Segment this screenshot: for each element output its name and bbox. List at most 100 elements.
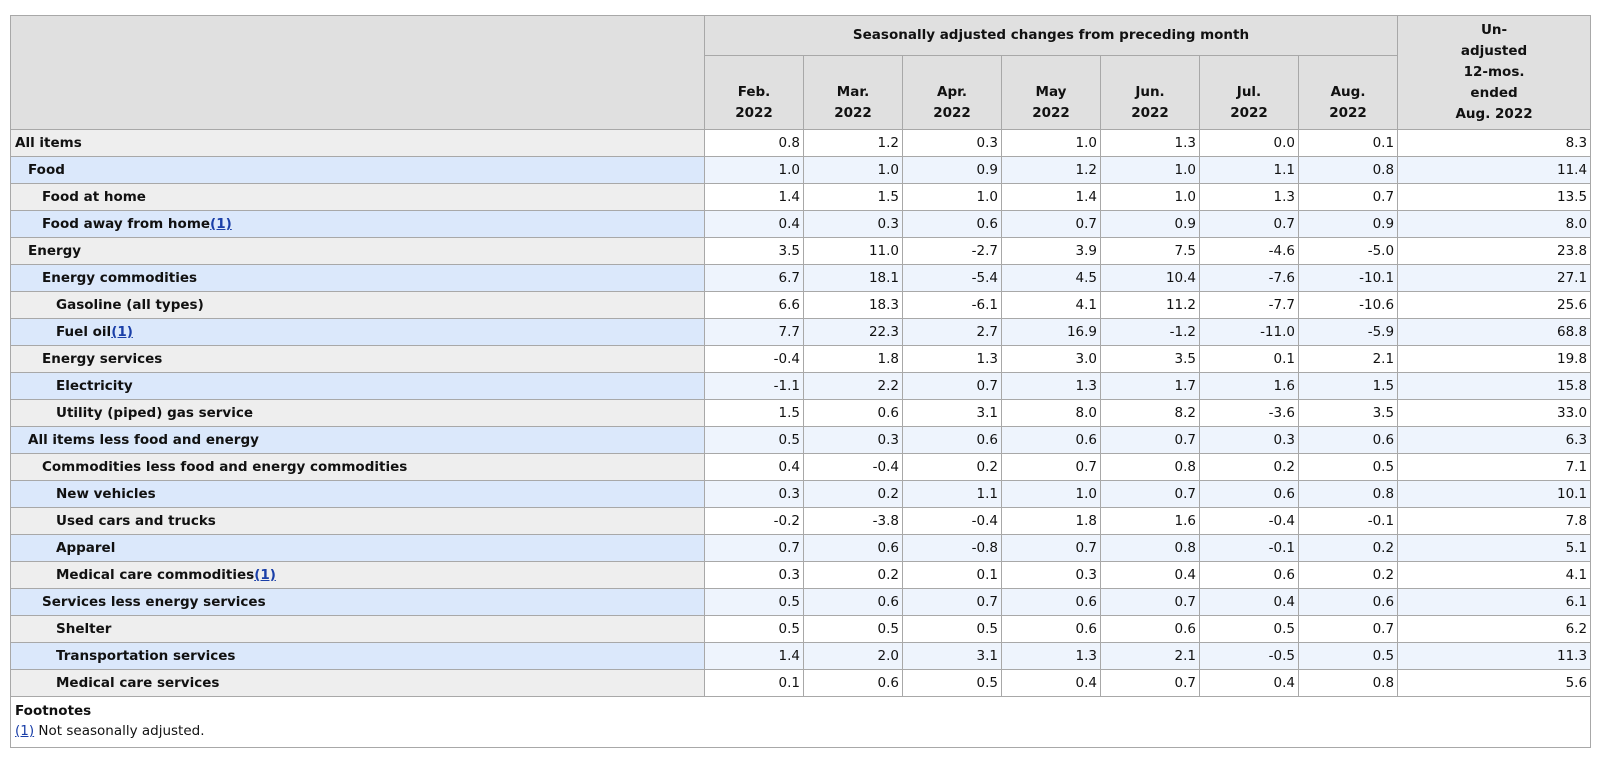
monthly-change-value: 0.2 bbox=[1199, 453, 1299, 481]
monthly-change-value: 11.2 bbox=[1100, 291, 1200, 319]
monthly-change-value: 0.2 bbox=[902, 453, 1002, 481]
monthly-change-value: -5.4 bbox=[902, 264, 1002, 292]
monthly-change-value: 1.0 bbox=[803, 156, 903, 184]
monthly-change-value: -1.1 bbox=[704, 372, 804, 400]
monthly-change-value: 0.6 bbox=[1001, 426, 1101, 454]
monthly-change-value: 0.8 bbox=[1297, 156, 1399, 184]
row-label: Food at home bbox=[42, 189, 146, 205]
row-label-cell: Transportation services bbox=[10, 642, 705, 670]
footnote-link[interactable]: (1) bbox=[111, 324, 133, 340]
footnote-link[interactable]: (1) bbox=[254, 567, 276, 583]
monthly-change-value: 18.3 bbox=[803, 291, 903, 319]
monthly-change-value: -0.8 bbox=[902, 534, 1002, 562]
monthly-change-value: 0.7 bbox=[902, 588, 1002, 616]
monthly-change-value: 0.2 bbox=[803, 561, 903, 589]
monthly-change-value: 0.6 bbox=[902, 426, 1002, 454]
monthly-change-value: 0.6 bbox=[1199, 480, 1299, 508]
monthly-change-value: 2.1 bbox=[1100, 642, 1200, 670]
header-corner-cell bbox=[10, 15, 705, 130]
monthly-change-value: 0.5 bbox=[803, 615, 903, 643]
table-row: Fuel oil(1) 7.7 22.3 2.7 16.9 -1.2 -11.0 -5.9 68… bbox=[10, 318, 1592, 346]
monthly-change-value: 0.9 bbox=[1297, 210, 1399, 238]
unadjusted-12-month-value: 5.6 bbox=[1397, 669, 1592, 697]
row-label: Electricity bbox=[56, 378, 133, 394]
footnote-marker-link[interactable]: (1) bbox=[15, 723, 35, 739]
unadjusted-header-line: adjusted bbox=[1460, 43, 1528, 59]
unadjusted-12-month-value: 11.4 bbox=[1397, 156, 1592, 184]
month-header-year: 2022 bbox=[933, 105, 971, 121]
unadjusted-12-month-value: 23.8 bbox=[1397, 237, 1592, 265]
monthly-change-value: 0.4 bbox=[1199, 588, 1299, 616]
monthly-change-value: 1.2 bbox=[803, 129, 903, 157]
monthly-change-value: -0.5 bbox=[1199, 642, 1299, 670]
month-header-year: 2022 bbox=[735, 105, 773, 121]
row-label: Energy services bbox=[42, 351, 163, 367]
monthly-change-value: 1.3 bbox=[1199, 183, 1299, 211]
monthly-change-value: 2.2 bbox=[803, 372, 903, 400]
table-row: Apparel 0.7 0.6 -0.8 0.7 0.8 -0.1 0.2 5.1 bbox=[10, 534, 1592, 562]
row-label: Utility (piped) gas service bbox=[56, 405, 254, 421]
monthly-change-value: -11.0 bbox=[1199, 318, 1299, 346]
monthly-change-value: 1.0 bbox=[1001, 129, 1101, 157]
monthly-change-value: 1.3 bbox=[1001, 642, 1101, 670]
footnote-link[interactable]: (1) bbox=[210, 216, 232, 232]
monthly-change-value: -0.4 bbox=[704, 345, 804, 373]
monthly-change-value: -1.2 bbox=[1100, 318, 1200, 346]
row-label-cell: Medical care services bbox=[10, 669, 705, 697]
monthly-change-value: 0.5 bbox=[902, 669, 1002, 697]
monthly-change-value: 0.4 bbox=[704, 453, 804, 481]
table-row: All items 0.8 1.2 0.3 1.0 1.3 0.0 0.1 8.3 bbox=[10, 129, 1592, 157]
unadjusted-12-month-value: 27.1 bbox=[1397, 264, 1592, 292]
monthly-change-value: 1.5 bbox=[1297, 372, 1399, 400]
monthly-change-value: 0.3 bbox=[704, 480, 804, 508]
month-header-month: Feb. bbox=[737, 84, 771, 100]
row-label: Energy bbox=[28, 243, 82, 259]
table-row: Food 1.0 1.0 0.9 1.2 1.0 1.1 0.8 11.4 bbox=[10, 156, 1592, 184]
month-header: Jul. 2022 bbox=[1199, 55, 1299, 130]
monthly-change-value: 2.0 bbox=[803, 642, 903, 670]
unadjusted-12-month-value: 4.1 bbox=[1397, 561, 1592, 589]
unadjusted-header-line: ended bbox=[1470, 85, 1518, 101]
month-header: Apr. 2022 bbox=[902, 55, 1002, 130]
footnotes-title: Footnotes bbox=[15, 703, 92, 719]
month-header: Aug. 2022 bbox=[1297, 55, 1399, 130]
monthly-change-value: 0.6 bbox=[1001, 588, 1101, 616]
monthly-change-value: 0.3 bbox=[803, 426, 903, 454]
row-label: Used cars and trucks bbox=[56, 513, 216, 529]
row-label: Commodities less food and energy commodi… bbox=[42, 459, 408, 475]
row-label-cell: Shelter bbox=[10, 615, 705, 643]
monthly-change-value: -3.6 bbox=[1199, 399, 1299, 427]
monthly-change-value: 16.9 bbox=[1001, 318, 1101, 346]
table-header: Seasonally adjusted changes from precedi… bbox=[10, 15, 1592, 130]
monthly-change-value: 1.0 bbox=[1001, 480, 1101, 508]
row-label: Transportation services bbox=[56, 648, 236, 664]
monthly-change-value: 0.5 bbox=[704, 615, 804, 643]
monthly-change-value: 6.6 bbox=[704, 291, 804, 319]
monthly-change-value: -2.7 bbox=[902, 237, 1002, 265]
monthly-change-value: 18.1 bbox=[803, 264, 903, 292]
row-label-cell: All items bbox=[10, 129, 705, 157]
monthly-change-value: 3.5 bbox=[1297, 399, 1399, 427]
cpi-change-table: Seasonally adjusted changes from precedi… bbox=[9, 15, 1592, 748]
table-row: Medical care commodities(1) 0.3 0.2 0.1 0.3 0… bbox=[10, 561, 1592, 589]
monthly-change-value: 3.5 bbox=[1100, 345, 1200, 373]
monthly-change-value: 0.6 bbox=[803, 669, 903, 697]
table-row: Commodities less food and energy commodi… bbox=[10, 453, 1592, 481]
monthly-change-value: 0.4 bbox=[1199, 669, 1299, 697]
table-row: All items less food and energy 0.5 0.3 0.6 0… bbox=[10, 426, 1592, 454]
monthly-change-value: 7.5 bbox=[1100, 237, 1200, 265]
monthly-change-value: 1.8 bbox=[803, 345, 903, 373]
row-label: Gasoline (all types) bbox=[56, 297, 204, 313]
monthly-change-value: -0.1 bbox=[1199, 534, 1299, 562]
monthly-change-value: -10.6 bbox=[1297, 291, 1399, 319]
monthly-change-value: 0.5 bbox=[902, 615, 1002, 643]
month-header-month: Jul. bbox=[1236, 84, 1262, 100]
monthly-change-value: 10.4 bbox=[1100, 264, 1200, 292]
monthly-change-value: 0.5 bbox=[1199, 615, 1299, 643]
monthly-change-value: 0.2 bbox=[1297, 534, 1399, 562]
monthly-change-value: 0.3 bbox=[803, 210, 903, 238]
month-header-row: Feb. 2022 Mar. 2022 Apr. 2022 May 2022 Jun. 2022 J… bbox=[11, 55, 1591, 130]
row-label: Services less energy services bbox=[42, 594, 266, 610]
unadjusted-12-month-value: 11.3 bbox=[1397, 642, 1592, 670]
monthly-change-value: 0.7 bbox=[1100, 669, 1200, 697]
